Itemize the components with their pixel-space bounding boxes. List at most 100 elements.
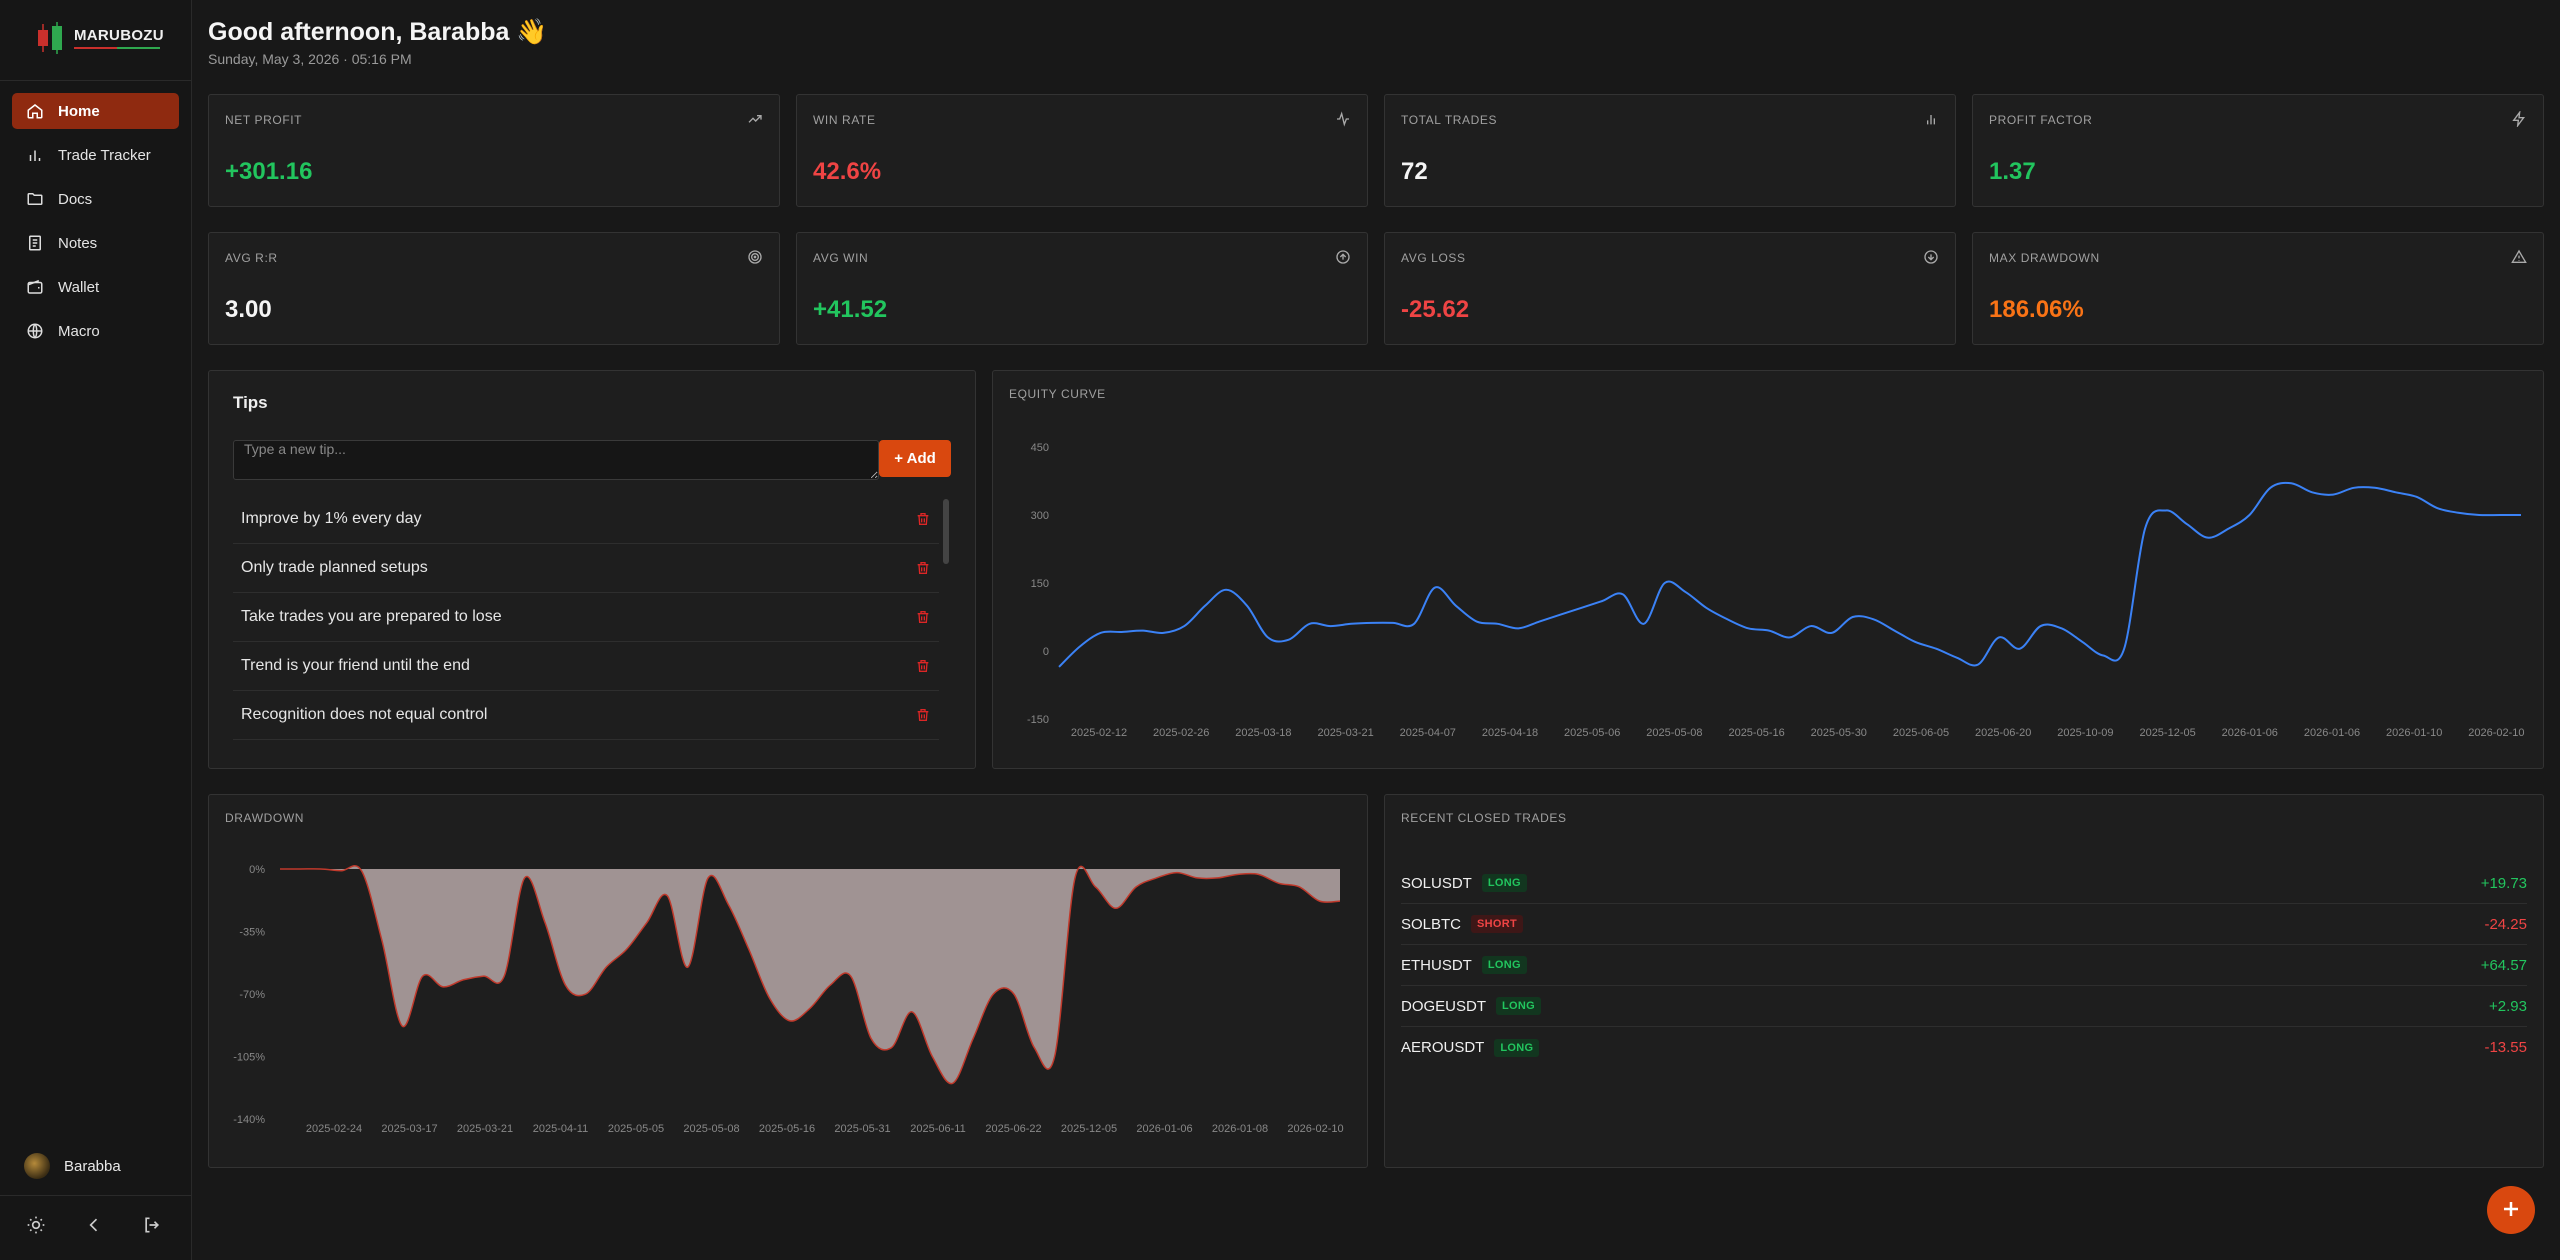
tip-list: Improve by 1% every day Only trade plann… xyxy=(233,495,939,740)
stat-label: NET PROFIT xyxy=(225,113,303,127)
chart-title: DRAWDOWN xyxy=(225,811,305,825)
app-logo[interactable]: MARUBOZU xyxy=(34,20,164,56)
x-tick-label: 2025-06-22 xyxy=(985,1123,1041,1135)
x-tick-label: 2025-03-21 xyxy=(1317,727,1373,739)
user-profile[interactable]: Barabba xyxy=(24,1153,121,1179)
sidebar-item-home[interactable]: Home xyxy=(12,93,179,129)
recent-trades-card: RECENT CLOSED TRADES SOLUSDT LONG +19.73… xyxy=(1384,794,2544,1168)
stat-value: 72 xyxy=(1401,158,1428,185)
sidebar-item-macro[interactable]: Macro xyxy=(12,313,179,349)
tip-text: Take trades you are prepared to lose xyxy=(241,608,502,625)
arrow-up-circle-icon xyxy=(1336,250,1350,264)
current-date: Sunday, May 3, 2026 · 05:16 PM xyxy=(208,51,412,67)
sun-icon[interactable] xyxy=(26,1215,46,1235)
x-tick-label: 2026-01-06 xyxy=(2222,727,2278,739)
stat-value: +41.52 xyxy=(813,296,888,323)
app-name: MARUBOZU xyxy=(74,27,164,44)
user-name: Barabba xyxy=(64,1157,121,1175)
trade-pnl: +64.57 xyxy=(2480,956,2527,974)
stat-value: 42.6% xyxy=(813,158,882,185)
candlestick-logo-icon xyxy=(38,22,62,54)
list-item: Only trade planned setups xyxy=(233,544,939,593)
add-tip-button[interactable]: + Add xyxy=(879,440,951,477)
table-row[interactable]: AEROUSDT LONG -13.55 xyxy=(1401,1027,2527,1068)
x-tick-label: 2026-02-10 xyxy=(1287,1123,1343,1135)
equity-curve-card: EQUITY CURVE 450 300 150 0 -150 2025-02-12 202… xyxy=(992,370,2544,769)
plus-icon xyxy=(2504,1201,2518,1216)
warning-icon xyxy=(2511,249,2527,263)
trade-symbol: SOLBTC xyxy=(1401,915,1462,933)
arrow-down-circle-icon xyxy=(1924,250,1938,264)
sidebar-item-docs[interactable]: Docs xyxy=(12,181,179,217)
sidebar-item-label: Notes xyxy=(58,234,98,252)
x-tick-label: 2025-06-11 xyxy=(910,1123,965,1135)
side-badge: LONG xyxy=(1494,1038,1540,1057)
trash-icon[interactable] xyxy=(915,609,931,625)
sidebar: MARUBOZU Home Trade Tracker Docs Notes W… xyxy=(0,0,192,1260)
trash-icon[interactable] xyxy=(915,511,931,527)
y-tick-label: -105% xyxy=(233,1052,265,1064)
folder-icon xyxy=(27,193,43,205)
tip-text: Only trade planned setups xyxy=(241,559,428,576)
drawdown-chart: 0% -35% -70% -105% -140% 2025-02-24 2025-03-17… xyxy=(233,864,1343,1135)
avatar xyxy=(24,1153,50,1179)
page-title: Good afternoon, Barabba 👋 xyxy=(208,18,548,46)
stat-card-win-rate: WIN RATE 42.6% xyxy=(796,94,1368,207)
x-tick-label: 2026-01-08 xyxy=(1212,1123,1268,1135)
trade-symbol: ETHUSDT xyxy=(1401,956,1472,974)
stat-card-avg-loss: AVG LOSS -25.62 xyxy=(1384,232,1956,345)
section-title: RECENT CLOSED TRADES xyxy=(1401,811,1567,825)
x-tick-label: 2025-05-05 xyxy=(608,1123,664,1135)
list-item: Take trades you are prepared to lose xyxy=(233,593,939,642)
x-tick-label: 2025-05-16 xyxy=(1728,727,1784,739)
x-tick-label: 2025-06-05 xyxy=(1893,727,1949,739)
x-tick-label: 2025-06-20 xyxy=(1975,727,2031,739)
chevron-left-icon[interactable] xyxy=(84,1215,104,1235)
tip-input[interactable] xyxy=(233,440,879,480)
sidebar-item-label: Macro xyxy=(58,322,100,340)
table-row[interactable]: ETHUSDT LONG +64.57 xyxy=(1401,945,2527,986)
x-tick-label: 2025-05-31 xyxy=(834,1123,890,1135)
table-row[interactable]: DOGEUSDT LONG +2.93 xyxy=(1401,986,2527,1027)
sidebar-item-notes[interactable]: Notes xyxy=(12,225,179,261)
list-item: Trend is your friend until the end xyxy=(233,642,939,691)
stat-value: -25.62 xyxy=(1401,296,1470,323)
sidebar-item-wallet[interactable]: Wallet xyxy=(12,269,179,305)
trash-icon[interactable] xyxy=(915,707,931,723)
table-row[interactable]: SOLBTC SHORT -24.25 xyxy=(1401,904,2527,945)
x-tick-label: 2025-05-08 xyxy=(1646,727,1702,739)
sidebar-item-label: Docs xyxy=(58,190,93,208)
scrollbar[interactable] xyxy=(943,499,949,564)
stat-card-max-drawdown: MAX DRAWDOWN 186.06% xyxy=(1972,232,2544,345)
x-tick-label: 2025-12-05 xyxy=(1061,1123,1117,1135)
side-badge: LONG xyxy=(1481,874,1527,892)
add-trade-button[interactable] xyxy=(2487,1186,2535,1234)
target-icon xyxy=(748,250,762,264)
logout-icon[interactable] xyxy=(142,1215,162,1235)
stat-card-total-trades: TOTAL TRADES 72 xyxy=(1384,94,1956,207)
x-tick-label: 2025-02-26 xyxy=(1153,727,1209,739)
side-badge: LONG xyxy=(1481,956,1527,974)
x-tick-label: 2025-05-30 xyxy=(1811,727,1867,739)
equity-line xyxy=(1058,481,2521,668)
stat-label: AVG LOSS xyxy=(1401,251,1466,265)
tips-card: Tips + Add Improve by 1% every day Only … xyxy=(208,370,976,769)
y-tick-label: -140% xyxy=(233,1114,265,1126)
x-tick-label: 2025-02-12 xyxy=(1071,727,1127,739)
x-tick-label: 2025-05-06 xyxy=(1564,727,1620,739)
stat-label: TOTAL TRADES xyxy=(1401,113,1498,127)
list-item: Improve by 1% every day xyxy=(233,495,939,544)
stat-label: PROFIT FACTOR xyxy=(1989,113,2093,127)
trade-symbol: DOGEUSDT xyxy=(1401,997,1487,1015)
sidebar-item-trade-tracker[interactable]: Trade Tracker xyxy=(12,137,179,173)
stat-card-net-profit: NET PROFIT +301.16 xyxy=(208,94,780,207)
trend-up-icon xyxy=(748,115,762,123)
lightning-icon xyxy=(2512,111,2525,127)
x-tick-label: 2026-01-06 xyxy=(2304,727,2360,739)
stat-label: MAX DRAWDOWN xyxy=(1989,251,2100,265)
trash-icon[interactable] xyxy=(915,560,931,576)
trash-icon[interactable] xyxy=(915,658,931,674)
y-tick-label: 150 xyxy=(1031,578,1049,590)
y-tick-label: 0% xyxy=(249,864,265,876)
table-row[interactable]: SOLUSDT LONG +19.73 xyxy=(1401,863,2527,904)
